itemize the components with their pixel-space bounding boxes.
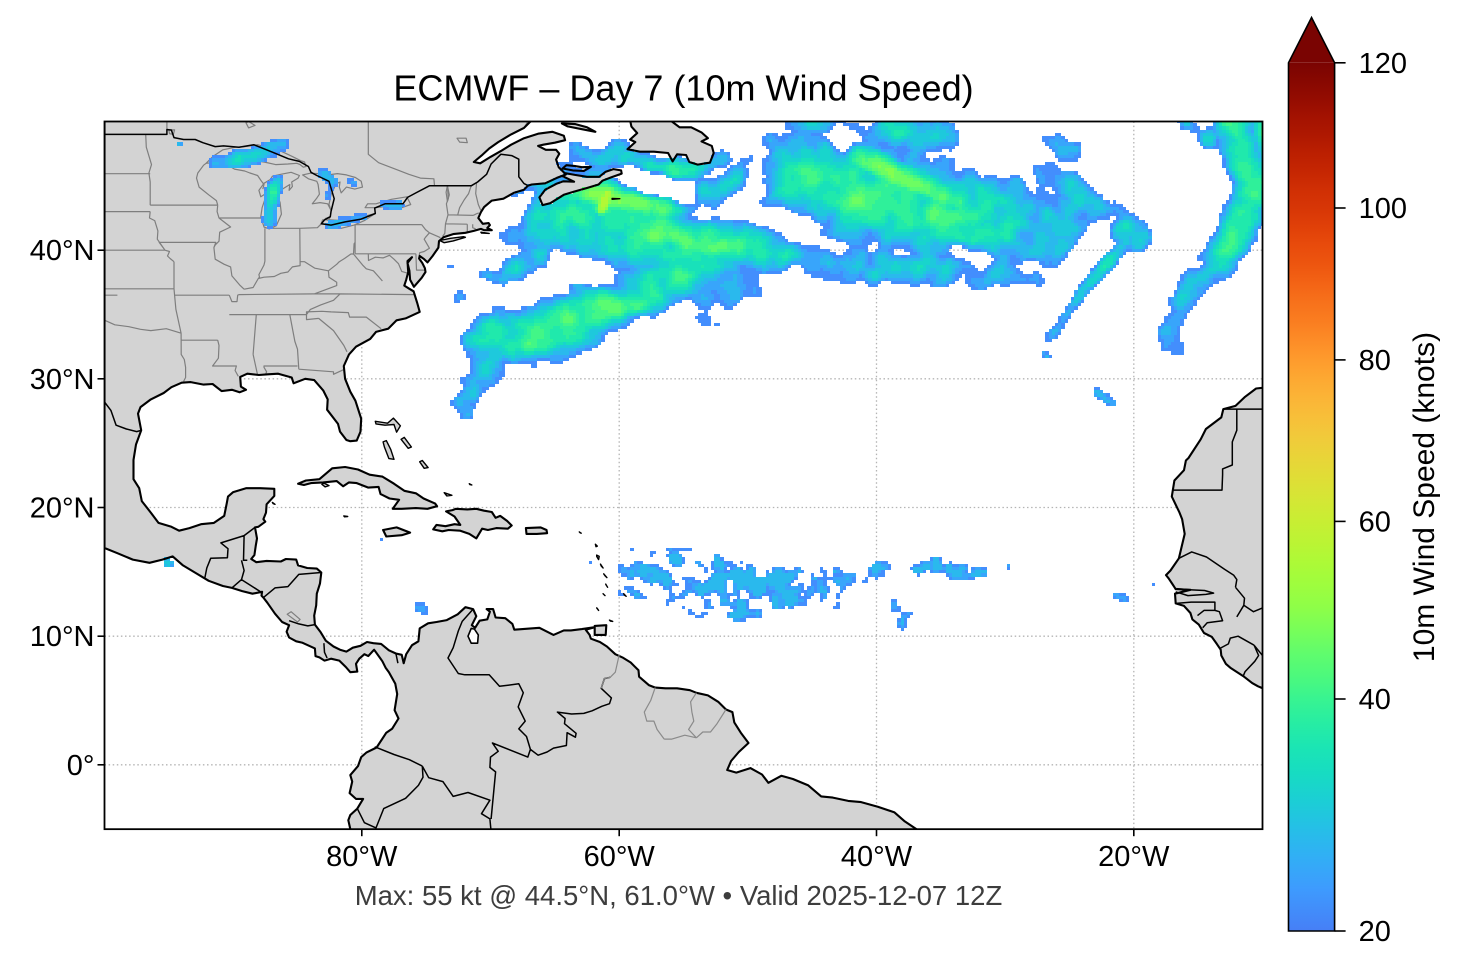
- svg-text:60°W: 60°W: [584, 841, 656, 873]
- svg-text:40: 40: [1359, 684, 1391, 716]
- svg-text:Max: 55 kt @ 44.5°N, 61.0°W •: Max: 55 kt @ 44.5°N, 61.0°W • Valid 2025…: [355, 880, 1003, 911]
- svg-text:20°N: 20°N: [30, 493, 95, 525]
- svg-text:100: 100: [1359, 193, 1407, 225]
- svg-text:40°N: 40°N: [30, 235, 95, 267]
- svg-text:30°N: 30°N: [30, 364, 95, 396]
- svg-text:20°W: 20°W: [1098, 841, 1170, 873]
- svg-text:120: 120: [1359, 48, 1407, 80]
- svg-text:60: 60: [1359, 506, 1391, 538]
- svg-text:20: 20: [1359, 916, 1391, 948]
- svg-text:80: 80: [1359, 345, 1391, 377]
- svg-text:0°: 0°: [67, 750, 95, 782]
- svg-text:10°N: 10°N: [30, 621, 95, 653]
- svg-text:80°W: 80°W: [326, 841, 398, 873]
- svg-text:ECMWF – Day 7 (10m Wind Speed): ECMWF – Day 7 (10m Wind Speed): [393, 68, 973, 109]
- svg-text:40°W: 40°W: [841, 841, 913, 873]
- svg-text:10m Wind Speed (knots): 10m Wind Speed (knots): [1408, 332, 1441, 662]
